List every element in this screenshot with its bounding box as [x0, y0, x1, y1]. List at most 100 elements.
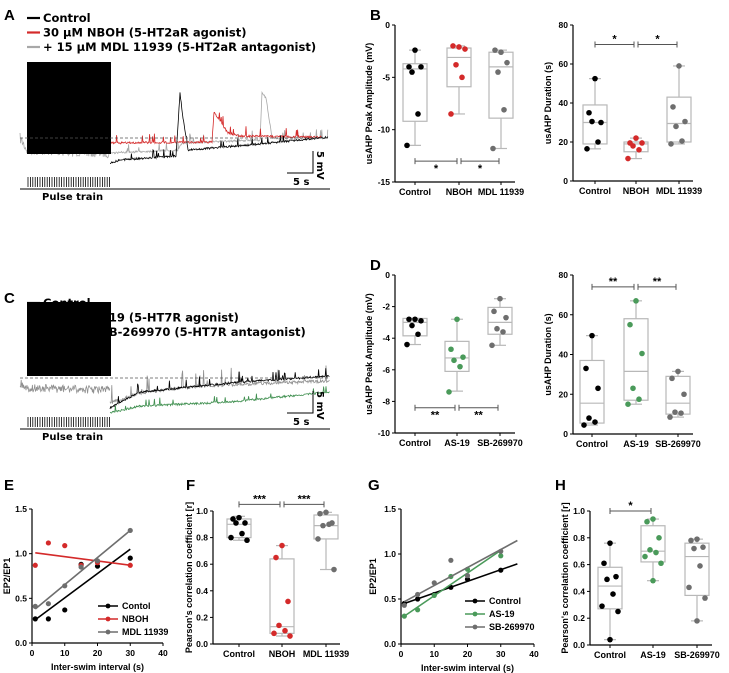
y-axis-label: EP2/EP1	[368, 558, 378, 595]
y-tick-label: 20	[559, 137, 569, 147]
significance-label: **	[431, 410, 440, 422]
x-tick-label: AS-19	[623, 439, 649, 449]
significance-label: *	[628, 500, 633, 512]
x-tick-label: SB-269970	[477, 438, 523, 448]
data-point	[412, 316, 418, 323]
significance-label: *	[612, 34, 617, 46]
significance-bracket	[414, 158, 458, 165]
y-tick-label: 0.4	[196, 586, 208, 596]
data-point	[607, 636, 613, 643]
y-axis-label: Pearson's correlation coefficient [r]	[560, 502, 570, 653]
data-point	[633, 298, 639, 304]
data-point	[604, 576, 610, 583]
box	[487, 306, 513, 335]
x-tick-label: MDL 11939	[656, 186, 702, 196]
data-point	[595, 385, 601, 392]
data-point	[450, 43, 456, 49]
data-point	[673, 123, 679, 130]
y-tick-label: -4	[382, 333, 390, 343]
data-point	[630, 143, 636, 149]
data-point	[647, 547, 653, 553]
significance-bracket	[637, 283, 677, 290]
stimulation-artifact	[27, 62, 111, 154]
x-tick-label: 10	[60, 648, 70, 658]
data-point	[454, 316, 460, 323]
data-point	[32, 616, 38, 622]
data-point	[669, 375, 675, 382]
pulse-train-label: Pulse train	[42, 192, 103, 203]
data-point	[642, 553, 648, 560]
data-point	[453, 61, 459, 68]
boxplot-D1: 0 -2 -4 -6 -8 -10 usAHP Peak Amplitude (mV) Con…	[364, 270, 523, 448]
boxplot-D2: 0 20 40 60 80 usAHP Duration (s) Control AS-19 S…	[543, 270, 701, 449]
trace-agonist	[109, 111, 322, 145]
scatter-G: 0.0 0.5 1.0 1.5 0 10 20 30 40 Inter-swim interval…	[368, 504, 539, 673]
x-axis-label: Inter-swim interval (s)	[51, 662, 144, 672]
regression-line	[34, 548, 131, 621]
box-group-mdl-11939	[313, 509, 339, 573]
data-point	[431, 592, 437, 599]
box	[313, 514, 339, 540]
y-tick-label: -10	[378, 428, 391, 438]
data-point	[287, 633, 293, 639]
data-point	[676, 63, 682, 69]
data-point	[418, 318, 424, 324]
y-tick-label: 40	[559, 350, 569, 360]
box-group-nboh	[269, 542, 295, 639]
scale-bar	[287, 391, 314, 414]
significance-bracket	[414, 404, 456, 411]
data-point	[668, 141, 674, 147]
data-point	[32, 603, 38, 609]
data-point	[584, 146, 590, 152]
box-group-control	[402, 316, 428, 348]
legend-marker	[105, 603, 111, 609]
panel-label-b: B	[370, 7, 381, 24]
y-tick-label: 1.0	[15, 549, 27, 559]
data-point	[271, 630, 277, 637]
data-point	[601, 560, 607, 567]
y-axis-label: usAHP Peak Amplitude (mV)	[364, 293, 374, 415]
y-tick-label: 0.8	[196, 533, 208, 543]
data-point	[242, 520, 248, 526]
data-point	[127, 527, 133, 534]
regression-line	[35, 551, 131, 567]
data-point	[682, 118, 688, 125]
data-point	[613, 573, 619, 580]
series-nboh: NBOH	[32, 540, 149, 624]
data-point	[498, 553, 504, 559]
significance-label: ***	[298, 493, 312, 505]
data-point	[581, 422, 587, 428]
legend-marker	[472, 598, 478, 604]
data-point	[633, 135, 639, 141]
data-point	[127, 555, 133, 561]
x-tick-label: 20	[93, 648, 103, 658]
data-point	[459, 74, 465, 81]
data-point	[675, 368, 681, 375]
data-point	[625, 401, 631, 407]
data-point	[639, 350, 645, 357]
y-tick-label: 0	[563, 176, 568, 186]
x-tick-label: Control	[579, 186, 611, 196]
y-tick-label: 0.2	[573, 613, 585, 623]
data-point	[501, 106, 507, 113]
data-point	[412, 47, 418, 53]
legend-marker	[472, 611, 478, 617]
y-tick-label: -8	[382, 396, 390, 406]
data-point	[678, 410, 684, 416]
significance-bracket	[609, 508, 652, 514]
data-point	[653, 549, 659, 556]
box-group-control	[402, 47, 428, 149]
significance-bracket	[594, 41, 635, 48]
box	[582, 104, 608, 145]
x-tick-label: NBOH	[269, 649, 296, 659]
data-point	[658, 560, 664, 567]
legend-label: Control	[43, 11, 91, 25]
data-point	[404, 341, 410, 348]
data-point	[688, 537, 694, 544]
box	[446, 47, 472, 88]
series-sb-269970: SB-269970	[401, 539, 535, 632]
data-point	[500, 329, 506, 335]
data-point	[401, 602, 407, 608]
